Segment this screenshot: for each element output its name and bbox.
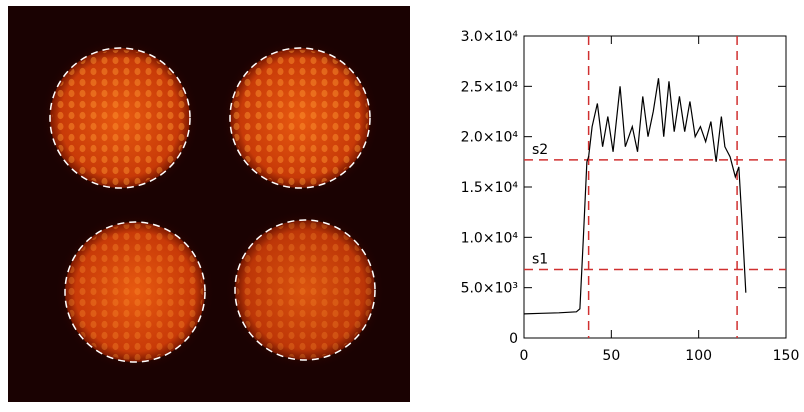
- series-line: [524, 78, 746, 314]
- x-tick-label: 100: [685, 348, 712, 364]
- reference-label: s2: [532, 142, 548, 158]
- plot-frame: [524, 36, 786, 338]
- y-tick-label: 0: [509, 331, 518, 347]
- x-tick-label: 150: [773, 348, 800, 364]
- y-tick-label: 2.5×10⁴: [461, 79, 519, 95]
- y-tick-label: 5.0×10³: [461, 281, 518, 297]
- x-tick-label: 50: [602, 348, 620, 364]
- y-tick-label: 2.0×10⁴: [461, 130, 519, 146]
- y-tick-label: 1.5×10⁴: [461, 180, 519, 196]
- plot: 0 5.0×10³ 1.0×10⁴ 1.5×10⁴ 2.0×10⁴ 2.5×10⁴ 3.0×…: [461, 29, 800, 364]
- y-tick-label: 1.0×10⁴: [461, 230, 519, 246]
- figure: 0 5.0×10³ 1.0×10⁴ 1.5×10⁴ 2.0×10⁴ 2.5×10⁴ 3.0×…: [0, 0, 804, 408]
- y-tick-label: 3.0×10⁴: [461, 29, 519, 45]
- x-tick-label: 0: [520, 348, 529, 364]
- reference-label: s1: [532, 252, 548, 268]
- image-panel: [8, 6, 410, 402]
